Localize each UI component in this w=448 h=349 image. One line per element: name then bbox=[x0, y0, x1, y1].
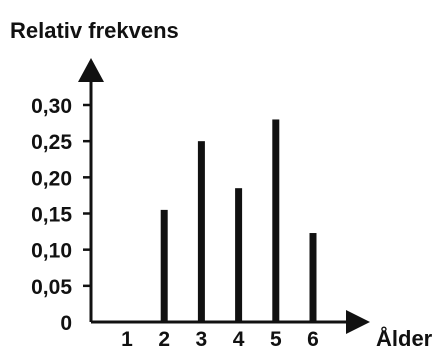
y-axis-arrow bbox=[78, 58, 104, 82]
bar-3 bbox=[197, 141, 205, 322]
x-ticks: 1 2 3 4 5 6 bbox=[121, 328, 319, 349]
y-axis-label: Relativ frekvens bbox=[10, 18, 179, 43]
x-tick-label: 2 bbox=[158, 328, 170, 349]
y-tick-label: 0,10 bbox=[31, 240, 72, 263]
axes bbox=[78, 58, 370, 334]
bar-4 bbox=[235, 188, 243, 322]
y-tick-label: 0,20 bbox=[31, 167, 72, 190]
x-axis-label: Ålder bbox=[376, 325, 433, 349]
y-tick-label: 0,30 bbox=[31, 95, 72, 118]
x-tick-label: 3 bbox=[196, 328, 208, 349]
y-ticks: 0 0,05 0,10 0,15 0,20 0,25 0,30 bbox=[31, 95, 91, 335]
y-tick-label: 0 bbox=[60, 312, 72, 335]
x-tick-label: 6 bbox=[307, 328, 319, 349]
x-axis-arrow bbox=[346, 310, 370, 334]
x-tick-label: 1 bbox=[121, 328, 133, 349]
x-tick-label: 4 bbox=[233, 328, 245, 349]
bar-6 bbox=[309, 233, 317, 322]
y-tick-label: 0,25 bbox=[31, 131, 72, 154]
bar-2 bbox=[160, 209, 168, 322]
y-tick-label: 0,05 bbox=[31, 276, 72, 299]
bars bbox=[160, 119, 317, 322]
bar-5 bbox=[272, 119, 280, 322]
x-tick-label: 5 bbox=[270, 328, 282, 349]
y-tick-label: 0,15 bbox=[31, 204, 72, 227]
